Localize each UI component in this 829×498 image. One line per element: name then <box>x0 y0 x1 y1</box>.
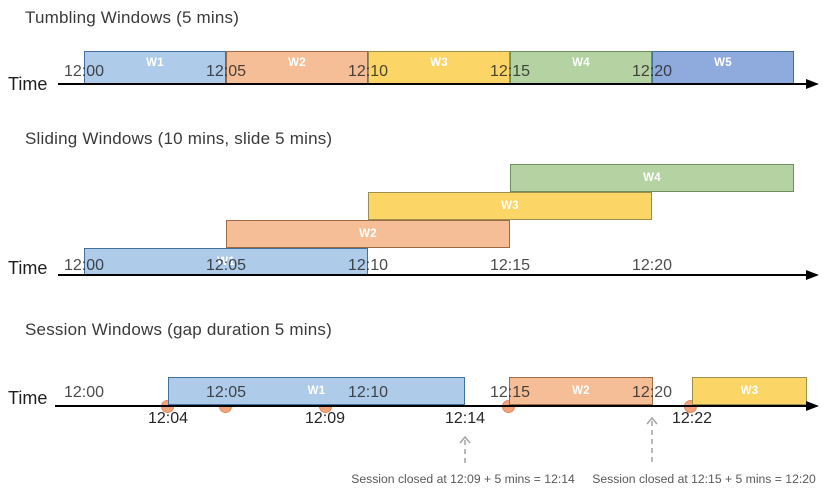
tick-label: 12:05 <box>205 63 247 80</box>
tick-label: 12:10 <box>347 384 389 401</box>
tumbling-window-w2: W2 <box>226 51 368 85</box>
window-label: W1 <box>307 385 326 397</box>
sliding-window-w2: W2 <box>226 220 510 248</box>
dashed-arrow-icon <box>459 436 471 465</box>
sliding-time-axis <box>58 274 808 276</box>
tumbling-window-w1: W1 <box>84 51 226 85</box>
sliding-time-label: Time <box>8 258 48 278</box>
tick-label: 12:10 <box>347 257 389 274</box>
window-label: W1 <box>217 256 235 268</box>
tick-label: 12:15 <box>489 384 531 401</box>
axis-arrowhead-icon <box>806 79 819 89</box>
window-label: W2 <box>359 228 377 240</box>
tick-label: 12:15 <box>489 257 531 274</box>
event-time-label: 12:09 <box>304 410 346 427</box>
tick-label: 12:15 <box>489 63 531 80</box>
window-label: W2 <box>572 385 590 397</box>
tumbling-time-axis <box>58 83 808 85</box>
sliding-window-w3: W3 <box>368 192 652 220</box>
session-window-w1: W1 <box>168 377 465 405</box>
event-time-label: 12:04 <box>147 410 189 427</box>
tumbling-window-w5: W5 <box>652 51 794 85</box>
axis-arrowhead-icon <box>806 270 819 280</box>
session-closed-annotation: Session closed at 12:15 + 5 mins = 12:20 <box>592 472 816 486</box>
window-label: W2 <box>288 57 306 69</box>
window-label: W5 <box>714 57 732 69</box>
tick-label: 12:00 <box>63 257 105 274</box>
window-label: W4 <box>572 57 590 69</box>
session-time-axis <box>55 405 808 407</box>
axis-arrowhead-icon <box>806 401 819 411</box>
session-window-w3: W3 <box>692 377 807 405</box>
tick-label: 12:05 <box>205 384 247 401</box>
window-label: W3 <box>740 385 759 397</box>
tick-label: 12:00 <box>63 384 105 401</box>
window-label: W3 <box>430 57 448 69</box>
tick-label: 12:10 <box>347 63 389 80</box>
sliding-title: Sliding Windows (10 mins, slide 5 mins) <box>25 129 333 148</box>
session-window-w2: W2 <box>509 377 653 405</box>
tick-label: 12:00 <box>63 63 105 80</box>
tick-label: 12:20 <box>631 257 673 274</box>
tick-label: 12:05 <box>205 257 247 274</box>
window-label: W1 <box>146 57 164 69</box>
tumbling-window-w3: W3 <box>368 51 510 85</box>
session-closed-annotation: Session closed at 12:09 + 5 mins = 12:14 <box>351 472 575 486</box>
dashed-arrow-icon <box>646 417 658 465</box>
session-title: Session Windows (gap duration 5 mins) <box>25 320 332 339</box>
window-label: W3 <box>501 200 519 212</box>
event-time-label: 12:22 <box>671 410 713 427</box>
event-time-label: 12:14 <box>444 410 486 427</box>
tick-label: 12:20 <box>631 63 673 80</box>
window-label: W4 <box>643 172 661 184</box>
tumbling-window-w4: W4 <box>510 51 652 85</box>
sliding-window-w4: W4 <box>510 164 794 192</box>
tick-label: 12:20 <box>631 384 673 401</box>
tumbling-time-label: Time <box>8 74 48 94</box>
tumbling-title: Tumbling Windows (5 mins) <box>25 8 240 27</box>
session-time-label: Time <box>8 388 48 408</box>
